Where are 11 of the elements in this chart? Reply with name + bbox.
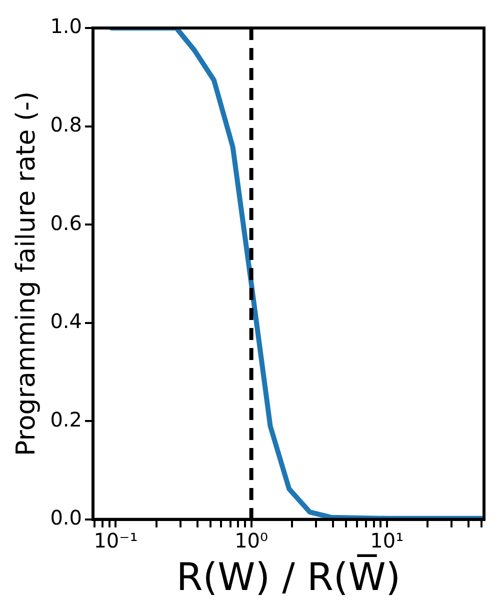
y-tick-label: 0.0 <box>50 506 82 530</box>
y-tick-label: 0.2 <box>50 407 82 432</box>
y-tick-label: 1.0 <box>50 14 82 38</box>
x-tick-label: 10⁰ <box>234 528 268 553</box>
x-axis-title: R(W) / R(W̅) <box>176 554 401 600</box>
y-tick-label: 0.6 <box>50 210 82 235</box>
x-tick-label: 10¹ <box>370 528 404 553</box>
x-tick-label: 10⁻¹ <box>94 528 138 553</box>
y-tick-label: 0.8 <box>50 112 82 136</box>
y-tick-label: 0.4 <box>50 309 82 334</box>
y-axis-title: Programming failure rate (-) <box>11 91 42 456</box>
